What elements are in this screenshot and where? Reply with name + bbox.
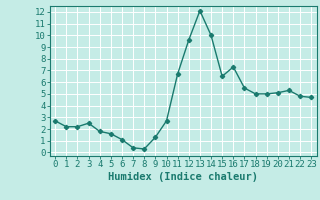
X-axis label: Humidex (Indice chaleur): Humidex (Indice chaleur) xyxy=(108,172,258,182)
